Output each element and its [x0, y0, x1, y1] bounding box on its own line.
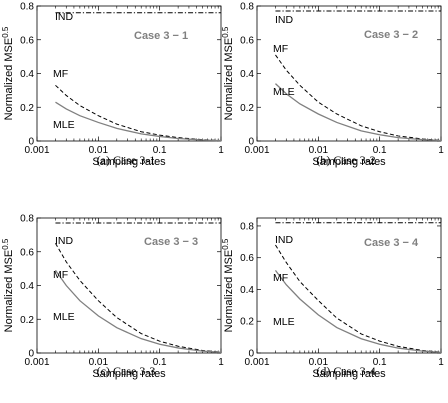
chart-panel: 0.001 0.01 0.1 1 0 0.2 0.4 0.6 0.8 Sampling rates… [221, 2, 444, 169]
y-tick-label: 0.2 [20, 315, 34, 326]
y-tick-label: 0.6 [20, 35, 34, 46]
x-tick-label: 0.01 [309, 145, 329, 156]
y-tick-label: 0.2 [20, 103, 34, 114]
y-tick-label: 0.2 [240, 317, 254, 328]
x-tick-label: 0.001 [24, 145, 49, 156]
x-tick-label: 0.1 [373, 357, 387, 368]
x-axis-label: Sampling rates [312, 368, 386, 380]
y-tick-label: 0 [248, 349, 254, 360]
y-tick-label: 0.4 [240, 285, 254, 296]
x-tick-label: 1 [438, 357, 444, 368]
plot-frame [256, 217, 442, 354]
x-tick-label: 0.001 [24, 357, 49, 368]
x-tick-label: 0.001 [244, 357, 269, 368]
y-axis-label-text: Normalized MSE [3, 250, 15, 333]
series-label-ind: IND [55, 11, 74, 23]
series-label-mle: MLE [53, 119, 75, 131]
y-tick-label: 0.2 [240, 103, 254, 114]
y-axis-label-sup: 0.5 [221, 238, 230, 250]
x-tick-label: 1 [438, 145, 444, 156]
chart-panel: 0.001 0.01 0.1 1 0 0.2 0.4 0.6 0.8 Sampling rates… [221, 217, 444, 380]
case-label: Case 3 − 2 [364, 29, 418, 41]
x-tick-label: 0.01 [89, 357, 109, 368]
y-axis-label: Normalized MSE0.5 [1, 238, 15, 332]
y-tick-label: 0.6 [240, 253, 254, 264]
y-tick-label: 0 [28, 137, 34, 148]
x-axis-label: Sampling rates [312, 156, 386, 168]
case-label: Case 3 − 4 [364, 237, 419, 249]
panel-caption: (a) Case 3-1 [97, 153, 156, 167]
series-label-ind: IND [275, 14, 294, 26]
x-axis-label: Sampling rates [92, 156, 166, 168]
series-line-mf [275, 244, 442, 353]
y-tick-label: 0.8 [20, 2, 34, 13]
series-line-mle [55, 101, 222, 142]
y-tick-label: 0.4 [20, 281, 34, 292]
y-tick-label: 0.8 [240, 221, 254, 232]
y-axis-label-sup: 0.5 [221, 26, 230, 38]
y-axis-label-text: Normalized MSE [3, 38, 15, 121]
y-tick-label: 0.6 [240, 35, 254, 46]
y-axis-label-text: Normalized MSE [223, 250, 235, 333]
series-label-mf: MF [273, 272, 288, 284]
y-tick-label: 0.4 [20, 69, 34, 80]
y-axis-label: Normalized MSE0.5 [221, 238, 235, 332]
chart-panel: 0.001 0.01 0.1 1 0 0.2 0.4 0.6 0.8 Sampling rates… [1, 214, 224, 381]
series-label-mle: MLE [53, 311, 75, 323]
panel-caption: (c) Case 3-3 [97, 364, 156, 378]
case-label: Case 3 − 3 [144, 236, 198, 248]
y-tick-label: 0.4 [240, 69, 254, 80]
y-tick-label: 0.8 [20, 214, 34, 225]
x-tick-label: 0.1 [153, 357, 167, 368]
x-tick-label: 1 [218, 357, 224, 368]
series-line-mf [55, 84, 222, 141]
series-label-mf: MF [273, 43, 288, 55]
x-tick-label: 0.1 [153, 145, 167, 156]
series-label-mf: MF [53, 68, 68, 80]
y-axis-label-sup: 0.5 [1, 26, 10, 38]
series-line-mf [275, 54, 442, 141]
series-label-mle: MLE [273, 86, 295, 98]
chart-panel: 0.001 0.01 0.1 1 0 0.2 0.4 0.6 0.8 Sampling rates… [1, 2, 224, 169]
y-axis-label: Normalized MSE0.5 [1, 26, 15, 120]
x-axis-label: Sampling rates [92, 368, 166, 380]
y-axis-label-sup: 0.5 [1, 238, 10, 250]
case-label: Case 3 − 1 [134, 30, 188, 42]
panel-caption: (d) Case 3-4 [316, 364, 375, 378]
series-label-mle: MLE [273, 316, 295, 328]
x-tick-label: 0.01 [309, 357, 329, 368]
y-axis-label-text: Normalized MSE [223, 38, 235, 121]
panel-caption: (b) Case 3-2 [316, 153, 375, 167]
series-label-ind: IND [275, 234, 294, 246]
y-tick-label: 0.6 [20, 247, 34, 258]
series-line-mf [55, 243, 222, 353]
y-tick-label: 0 [248, 137, 254, 148]
series-line-mle [275, 83, 442, 142]
plot-frame [256, 5, 442, 142]
y-tick-label: 0 [28, 349, 34, 360]
y-axis-label: Normalized MSE0.5 [221, 26, 235, 120]
series-line-mle [54, 269, 222, 353]
x-tick-label: 1 [218, 145, 224, 156]
x-tick-label: 0.1 [373, 145, 387, 156]
series-label-ind: IND [55, 235, 74, 247]
series-line-mle [274, 270, 442, 354]
x-tick-label: 0.001 [244, 145, 269, 156]
y-tick-label: 0.8 [240, 2, 254, 13]
x-tick-label: 0.01 [89, 145, 109, 156]
series-label-mf: MF [53, 269, 68, 281]
